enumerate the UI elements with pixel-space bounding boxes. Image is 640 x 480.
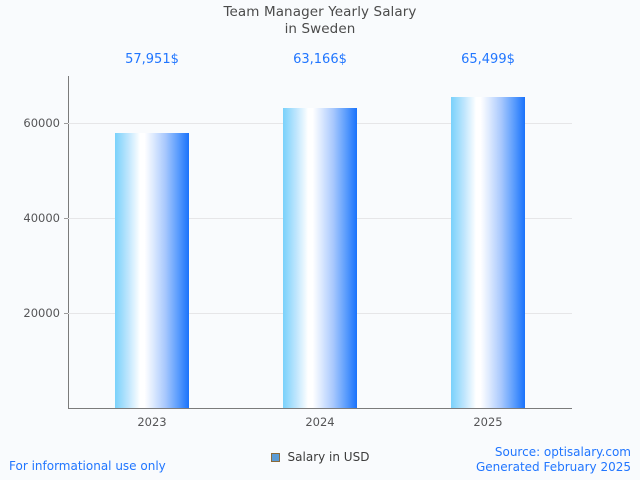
bar-2023[interactable]: [115, 133, 189, 408]
bar-value-label-2024: 63,166$: [293, 52, 347, 67]
y-tick-label-20000: 20000: [23, 306, 60, 321]
y-axis-tick-labels: 20000 40000 60000: [0, 76, 60, 409]
bar-2024[interactable]: [283, 108, 357, 408]
bar-value-label-2023: 57,951$: [125, 52, 179, 67]
y-tick-label-60000: 60000: [23, 116, 60, 131]
x-axis-label-2024: 2024: [305, 415, 335, 429]
legend-color-swatch-icon: [270, 452, 280, 462]
source-attribution: Source: optisalary.com Generated Februar…: [476, 445, 631, 475]
bar-value-label-2025: 65,499$: [461, 52, 515, 67]
chart-title: Team Manager Yearly Salary in Sweden: [0, 4, 640, 38]
plot-area: [64, 76, 572, 408]
chart-title-line-1: Team Manager Yearly Salary: [223, 4, 417, 20]
y-tick-mark-40000: [64, 218, 68, 220]
x-axis-line: [68, 408, 572, 409]
generated-date-label: Generated February 2025: [475, 460, 631, 474]
informational-use-note: For informational use only: [9, 459, 166, 473]
y-tick-mark-60000: [64, 123, 68, 125]
legend-series-label: Salary in USD: [287, 450, 370, 464]
chart-title-line-2: in Sweden: [284, 21, 356, 37]
x-axis-label-2023: 2023: [137, 415, 167, 429]
source-label: Source: optisalary.com: [494, 445, 631, 459]
y-axis-line: [68, 76, 69, 409]
y-tick-label-40000: 40000: [23, 211, 60, 226]
x-axis-label-2025: 2025: [473, 415, 503, 429]
chart-legend: Salary in USD: [0, 450, 640, 464]
bar-2025[interactable]: [451, 97, 525, 408]
y-tick-mark-20000: [64, 313, 68, 315]
